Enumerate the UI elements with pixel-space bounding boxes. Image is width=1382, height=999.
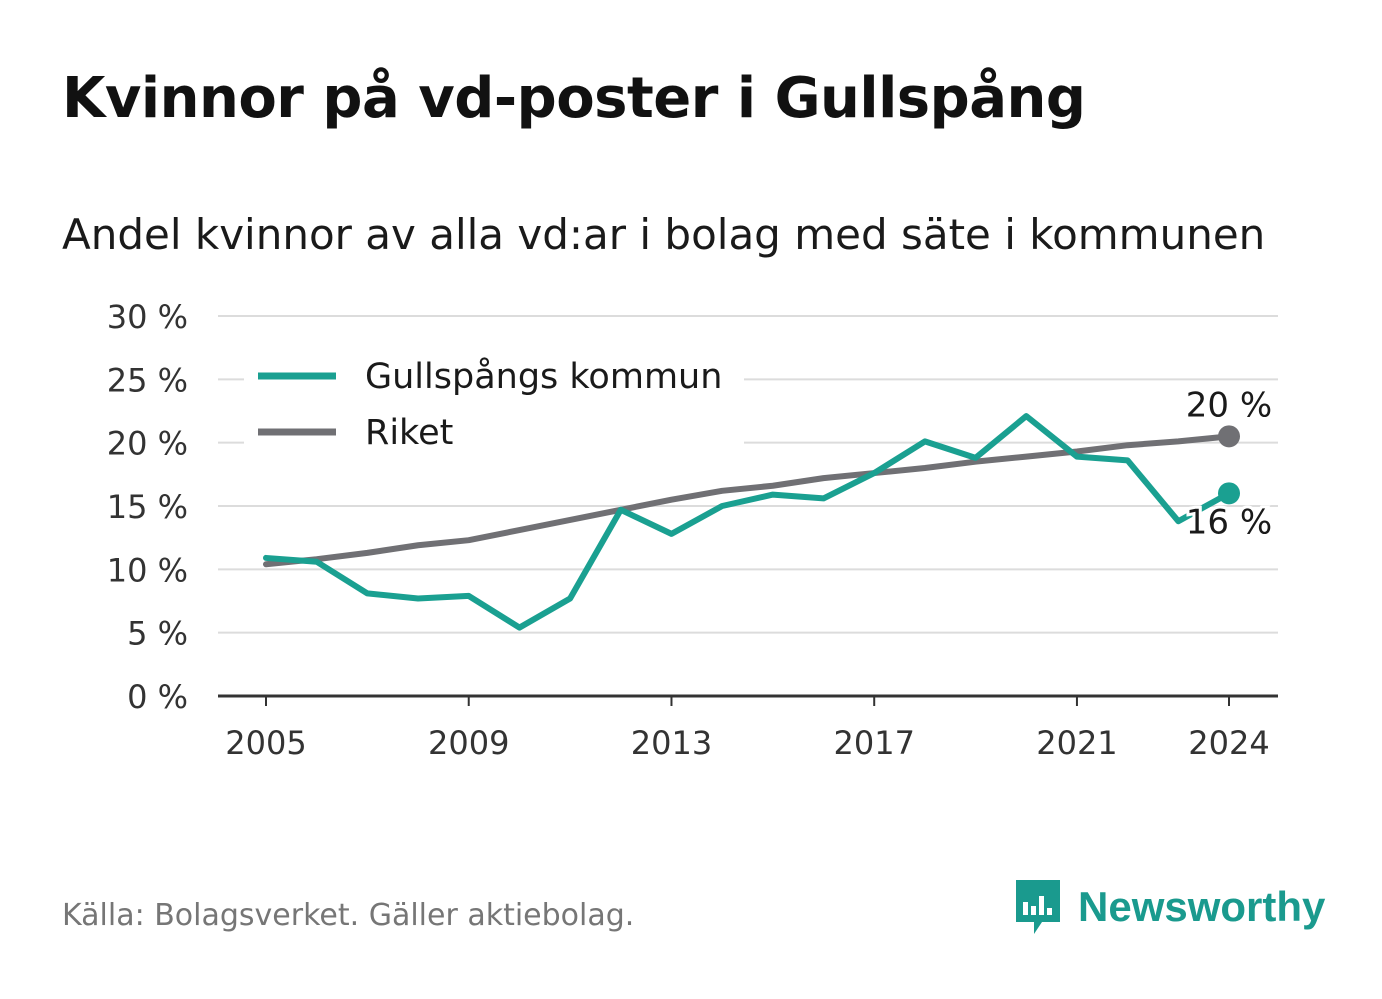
- x-axis-ticks: 2005 2009 2013 2017 2021 2024: [225, 696, 1270, 762]
- legend: Gullspångs kommun Riket: [244, 348, 744, 458]
- x-tick-label: 2009: [428, 724, 509, 762]
- end-value-label: 16 %: [1186, 502, 1272, 542]
- newsworthy-bar-chart-icon: [1016, 880, 1060, 934]
- x-tick-label: 2021: [1036, 724, 1117, 762]
- chart-subtitle: Andel kvinnor av alla vd:ar i bolag med …: [62, 210, 1266, 259]
- source-note: Källa: Bolagsverket. Gäller aktiebolag.: [62, 898, 635, 933]
- x-tick-label: 2017: [833, 724, 914, 762]
- end-value-label: 20 %: [1186, 385, 1272, 425]
- x-tick-label: 2024: [1188, 724, 1269, 762]
- y-tick-label: 10 %: [107, 551, 188, 589]
- end-point-riket: [1218, 425, 1240, 448]
- series-line-gullspang: [263, 413, 1232, 631]
- legend-background: [244, 348, 744, 458]
- y-tick-label: 0 %: [127, 678, 188, 716]
- y-tick-label: 25 %: [107, 361, 188, 399]
- line-chart: 0 %5 %10 %15 %20 %25 %30 % 2005 2009 2013 2…: [107, 298, 1278, 762]
- brand-name: Newsworthy: [1078, 883, 1326, 930]
- chart-title: Kvinnor på vd-poster i Gullspång: [62, 66, 1086, 131]
- series-lines: [263, 413, 1240, 631]
- y-tick-label: 5 %: [127, 615, 188, 653]
- x-tick-label: 2013: [631, 724, 712, 762]
- x-tick-label: 2005: [225, 724, 306, 762]
- y-tick-label: 20 %: [107, 425, 188, 463]
- y-axis-ticks: 0 % 5 % 10 % 15 % 20 % 25 % 30 %: [107, 298, 188, 716]
- y-tick-label: 30 %: [107, 298, 188, 336]
- legend-label: Gullspångs kommun: [365, 356, 722, 397]
- end-labels: 16 % 20 %: [1183, 382, 1275, 545]
- brand-logo: Newsworthy: [1012, 876, 1325, 938]
- end-point-gullspang: [1218, 482, 1240, 505]
- y-tick-label: 15 %: [107, 488, 188, 526]
- legend-label: Riket: [365, 413, 453, 453]
